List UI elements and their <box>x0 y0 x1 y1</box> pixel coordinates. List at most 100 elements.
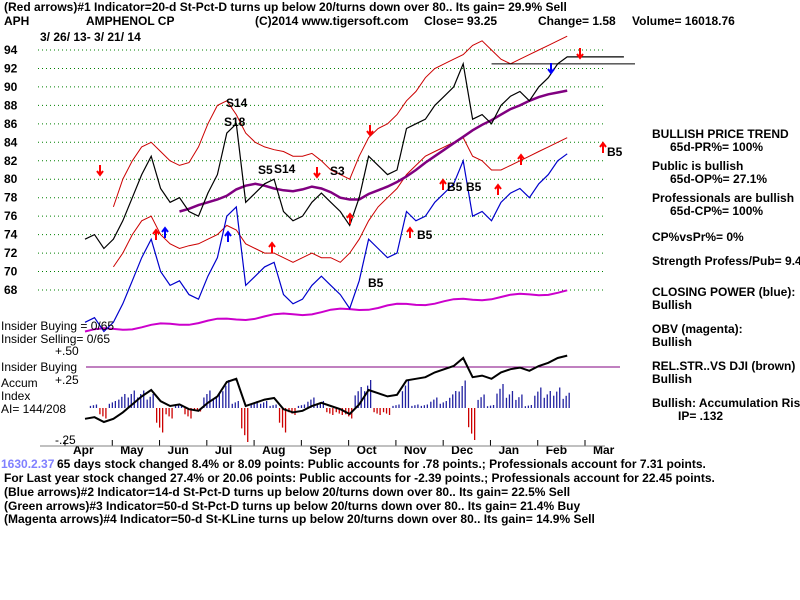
signal-label: S14 <box>226 96 248 110</box>
y-tick-label: 88 <box>4 98 18 112</box>
panel-op: 65d-OP%= 27.1% <box>670 172 768 186</box>
panel-closing-power: CLOSING POWER (blue): <box>652 285 796 299</box>
volume-value: Volume= 16018.76 <box>632 14 735 28</box>
change-value: Change= 1.58 <box>538 14 616 28</box>
y-axis-labels: 68 70 72 74 76 78 80 82 84 86 88 90 92 94 <box>4 43 18 297</box>
footer-65-days: 65 days stock changed 8.4% or 8.09 point… <box>57 457 706 471</box>
index-label: Index <box>1 389 31 403</box>
signal-arrow <box>406 226 414 238</box>
panel-cpvspr: CP%vsPr%= 0% <box>652 230 744 244</box>
insider-buying-label: Insider Buying <box>1 360 78 374</box>
signal-arrow <box>152 228 160 240</box>
panel-pr: 65d-PR%= 100% <box>670 140 764 154</box>
footer-green-arrows: (Green arrows)#3 Indicator=50-d St-Pct-D… <box>4 499 581 513</box>
signal-arrow <box>366 125 374 137</box>
relative-strength-line <box>84 354 568 424</box>
x-tick-label: Mar <box>593 443 615 457</box>
date-range: 3/ 26/ 13- 3/ 21/ 14 <box>40 30 141 44</box>
footer-magenta-arrows: (Magenta arrows)#4 Indicator=50-d St-KLi… <box>4 512 595 526</box>
x-tick-label: Apr <box>73 443 94 457</box>
lower-band-line <box>112 137 568 268</box>
y-tick-label: 76 <box>4 209 18 223</box>
panel-public: Public is bullish <box>652 159 744 173</box>
header-indicator-1: (Red arrows)#1 Indicator=20-d St-Pct-D t… <box>4 0 567 14</box>
x-axis-month-labels: Apr May Jun Jul Aug Sep Oct Nov Dec Jan Feb Mar <box>40 440 615 457</box>
y-tick-label: 86 <box>4 117 18 131</box>
analysis-panel: BULLISH PRICE TREND 65d-PR%= 100% Public… <box>652 128 800 423</box>
panel-accum: Bullish: Accumulation Rising <box>652 396 800 410</box>
panel-obv: OBV (magenta): <box>652 322 743 336</box>
signal-arrow <box>161 226 169 238</box>
close-value: Close= 93.25 <box>424 14 498 28</box>
signal-arrow <box>547 63 555 75</box>
insider-selling-count: Insider Selling= 0/65 <box>1 332 111 346</box>
y-tick-label: 72 <box>4 246 18 260</box>
signal-arrow <box>576 48 584 60</box>
closing-power-series <box>84 153 568 333</box>
upper-band-line <box>112 35 568 208</box>
copyright-text: (C)2014 www.tigersoft.com <box>255 14 409 28</box>
signal-label: B5 <box>417 228 433 242</box>
panel-professionals: Professionals are bullish <box>652 191 795 205</box>
panel-relstr: REL.STR..VS DJI (brown) <box>652 359 796 373</box>
panel-closing-power-value: Bullish <box>652 298 693 312</box>
obv-line <box>84 289 568 333</box>
signal-arrow <box>517 153 525 165</box>
x-tick-label: Jan <box>498 443 519 457</box>
ai-value: AI= 144/208 <box>1 402 67 416</box>
price-bands <box>112 35 568 268</box>
y-tick-label: 70 <box>4 265 18 279</box>
signal-label: B5 <box>447 180 463 194</box>
y-tick-label: 84 <box>4 135 18 149</box>
signal-label: S5 <box>258 163 273 177</box>
x-tick-label: Oct <box>357 443 377 457</box>
y-tick-label: 74 <box>4 228 18 242</box>
signal-arrow <box>494 183 502 195</box>
panel-obv-value: Bullish <box>652 335 693 349</box>
signal-label: S14 <box>274 162 296 176</box>
accum-label: Accum <box>1 376 38 390</box>
price-line <box>84 56 635 250</box>
y-tick-label: 78 <box>4 191 18 205</box>
signal-arrow <box>96 165 104 177</box>
x-tick-label: May <box>120 443 144 457</box>
accumulation-histogram <box>86 366 620 442</box>
panel-strength: Strength Profess/Pub= 9.4 <box>652 254 800 268</box>
insider-buying-count: Insider Buying = 0/65 <box>1 319 115 333</box>
signal-label: S18 <box>224 115 246 129</box>
level-minus25: -.25 <box>55 433 76 447</box>
footer-overlap-number: 1630.2.37 <box>1 457 55 471</box>
price-grid <box>38 49 605 291</box>
panel-cp: 65d-CP%= 100% <box>670 204 764 218</box>
signal-label: B5 <box>607 145 623 159</box>
signal-arrow <box>346 212 354 224</box>
signal-arrow <box>439 178 447 190</box>
y-tick-label: 82 <box>4 154 18 168</box>
x-tick-label: Nov <box>404 443 427 457</box>
x-tick-label: Jul <box>215 443 232 457</box>
ticker-symbol: APH <box>4 14 30 28</box>
signal-label: S3 <box>330 164 345 178</box>
level-plus50: +.50 <box>55 344 79 358</box>
closing-power-line <box>84 153 568 333</box>
company-name: AMPHENOL CP <box>86 14 175 28</box>
panel-ip: IP= .132 <box>678 409 724 423</box>
signal-arrow <box>268 241 276 253</box>
signal-arrow <box>599 141 607 153</box>
footer-last-year: For Last year stock changed 27.4% or 20.… <box>4 471 715 485</box>
signal-arrow <box>224 230 232 242</box>
footer-blue-arrows: (Blue arrows)#2 Indicator=14-d St-Pct-D … <box>4 485 571 499</box>
level-plus25: +.25 <box>55 373 79 387</box>
y-tick-label: 80 <box>4 172 18 186</box>
x-tick-label: Aug <box>262 443 285 457</box>
price-series-line <box>84 56 624 250</box>
accumulation-index-line <box>84 354 568 424</box>
y-tick-label: 94 <box>4 43 18 57</box>
panel-relstr-value: Bullish <box>652 372 693 386</box>
signal-arrow <box>313 167 321 179</box>
signal-label: B5 <box>466 180 482 194</box>
x-tick-label: Sep <box>309 443 331 457</box>
y-tick-label: 92 <box>4 61 18 75</box>
